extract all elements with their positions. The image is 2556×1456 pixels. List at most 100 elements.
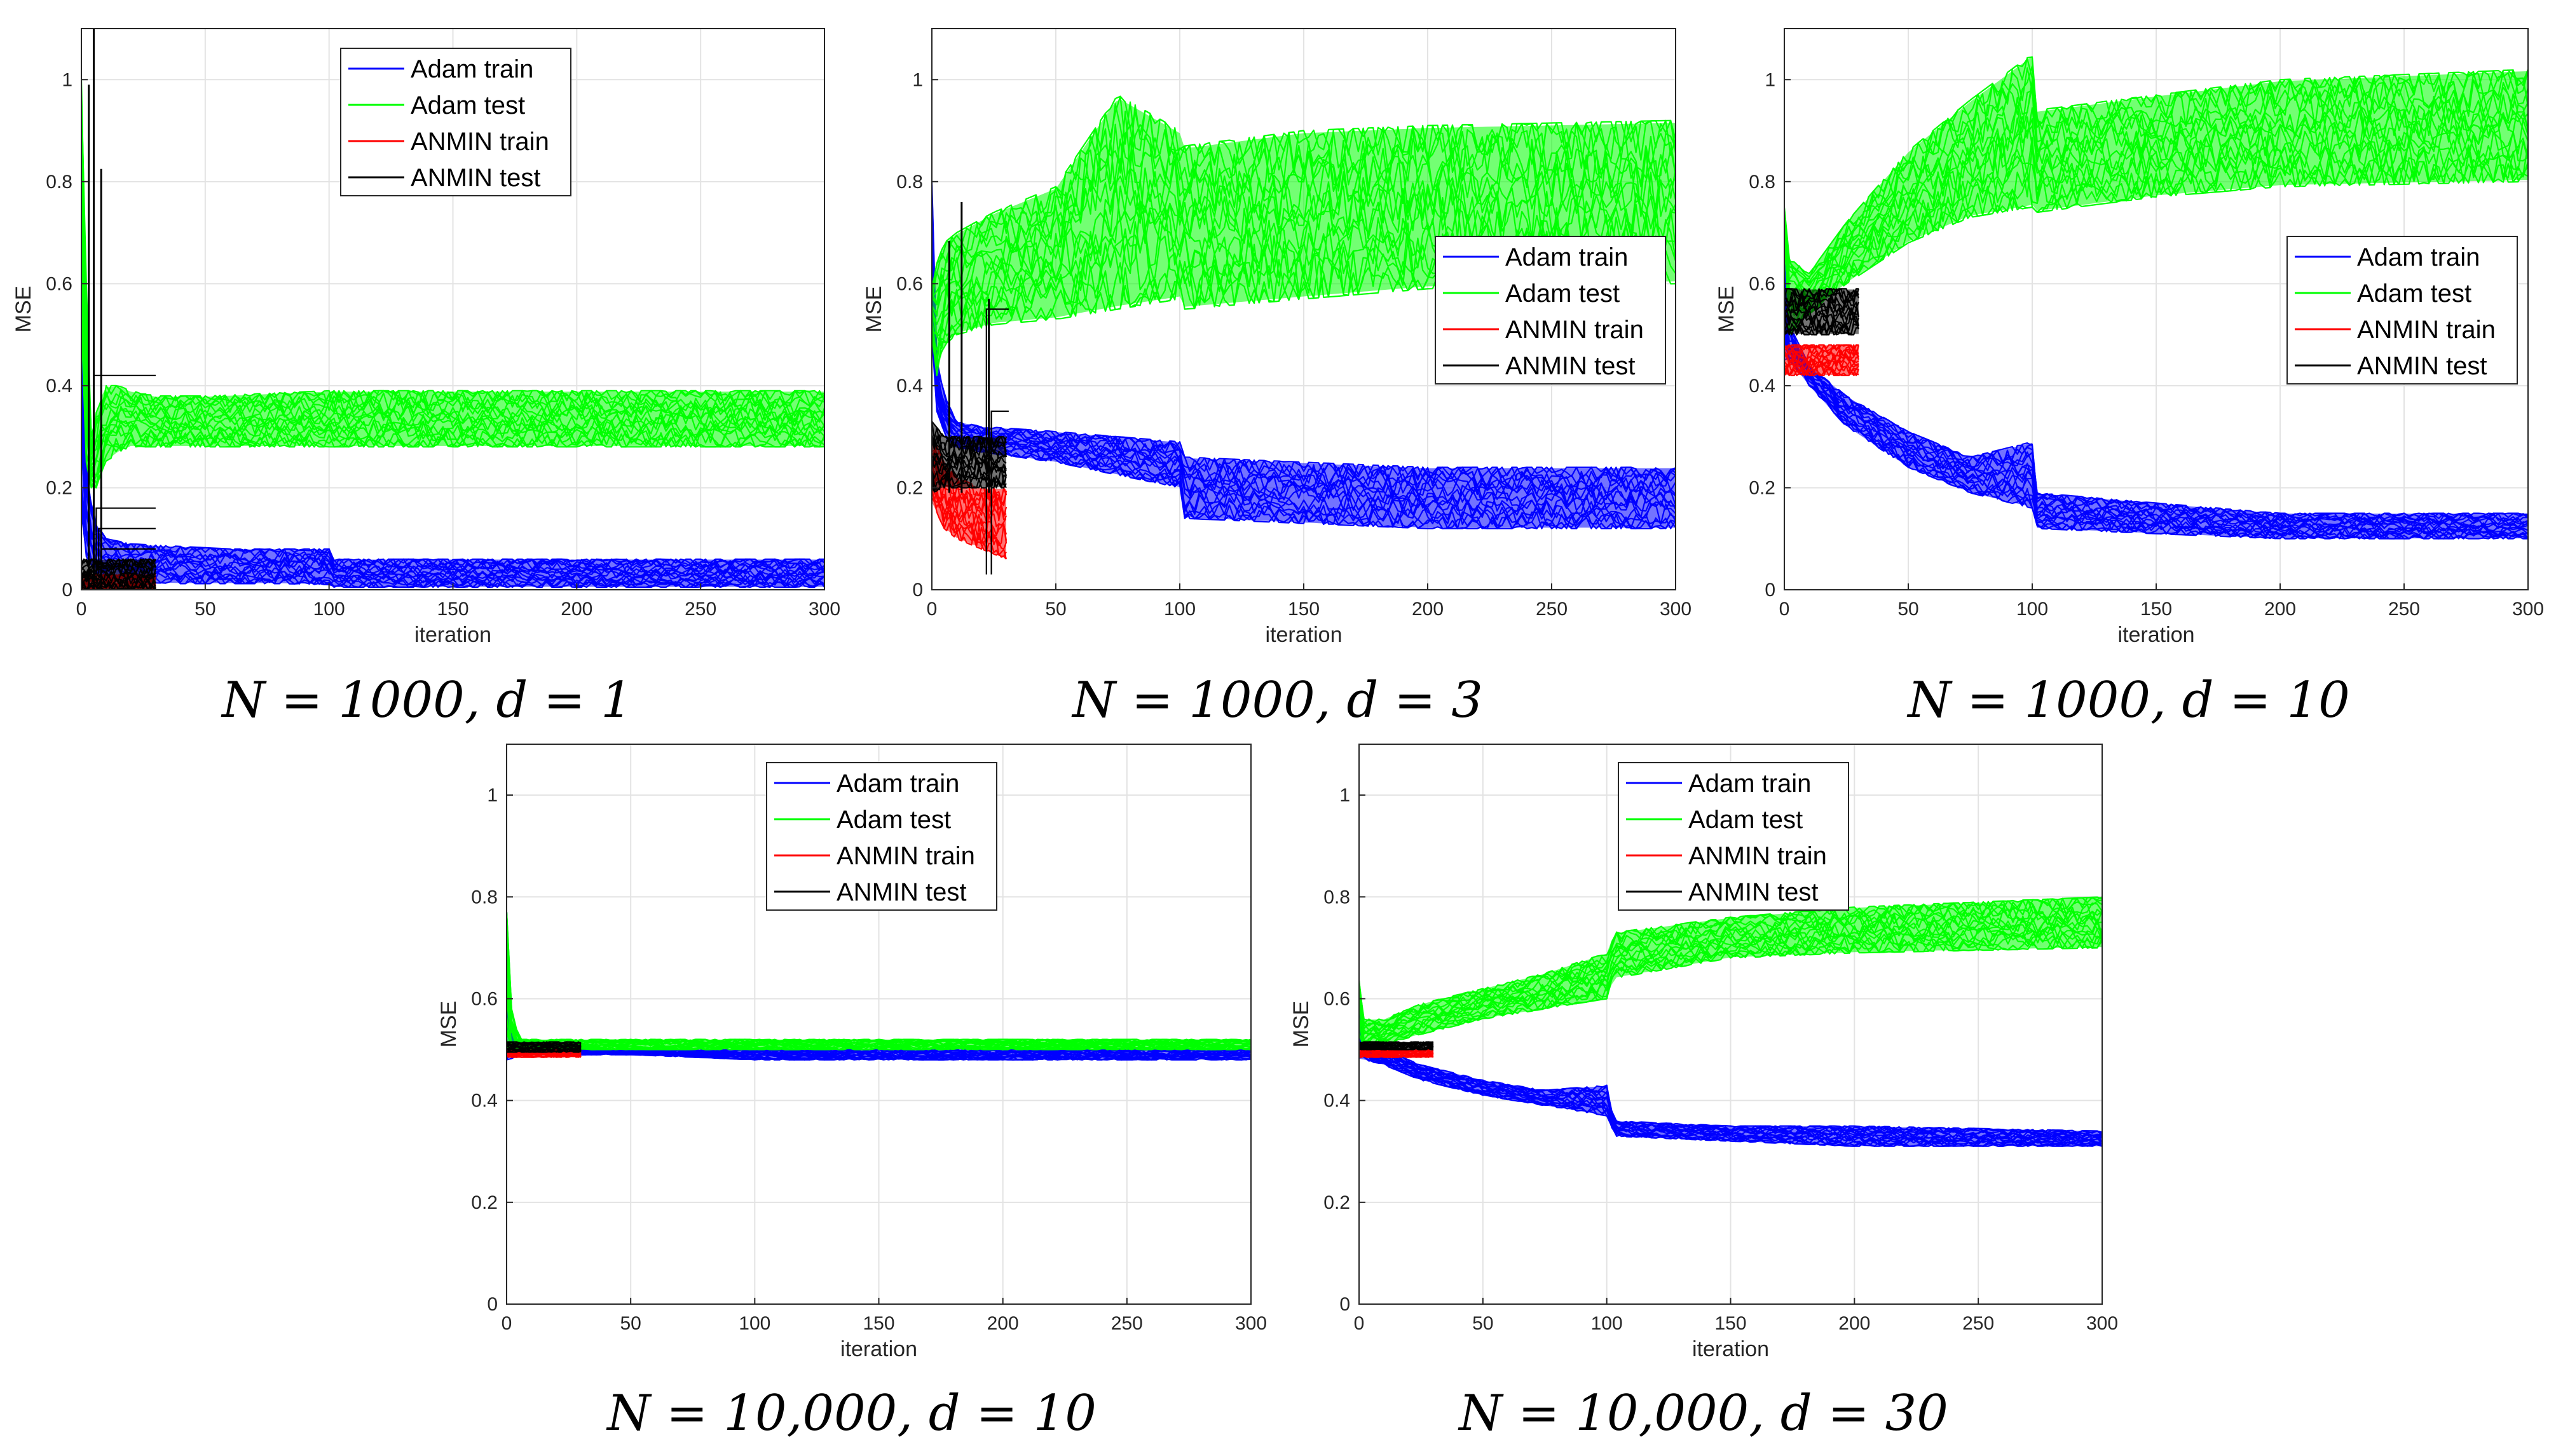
run-line (1784, 357, 2528, 540)
x-tick-label: 150 (2140, 599, 2172, 620)
y-tick-label: 1 (487, 785, 498, 806)
x-tick-label: 200 (1412, 599, 1444, 620)
series-band (1784, 235, 2528, 539)
series-band (81, 83, 824, 487)
x-tick-label: 250 (2388, 599, 2420, 620)
legend-box (340, 48, 571, 196)
legend-box (766, 762, 997, 911)
legend-entry: Adam test (1505, 280, 1620, 308)
y-tick-label: 0.8 (471, 887, 498, 908)
legend-box (2286, 236, 2518, 384)
anmin-stray-line (100, 548, 156, 575)
x-tick-label: 100 (1164, 599, 1196, 620)
series-anmin-train (1784, 344, 1860, 377)
x-tick-label: 0 (927, 599, 938, 620)
legend-entry: Adam test (411, 92, 525, 119)
series-band (1359, 1042, 1433, 1050)
y-tick-label: 0.6 (46, 273, 72, 294)
run-line (1784, 344, 1859, 350)
series-adam-test (507, 912, 1251, 1054)
series-anmin-test (507, 1041, 582, 1053)
y-tick-label: 0.4 (896, 376, 923, 397)
legend-entry: ANMIN test (837, 878, 966, 906)
y-tick-label: 0.8 (896, 172, 923, 193)
x-tick-label: 300 (809, 599, 840, 620)
x-tick-label: 250 (685, 599, 716, 620)
x-axis-label: iteration (1692, 1337, 1769, 1361)
series-band (81, 559, 156, 590)
x-axis-label: iteration (2118, 623, 2195, 647)
anmin-stray-line (98, 527, 156, 575)
series-adam-train (1784, 233, 2528, 540)
y-tick-label: 0.8 (1749, 172, 1775, 193)
legend-entry: ANMIN train (1688, 842, 1827, 870)
series-band (1784, 289, 1859, 334)
series-adam-train (1359, 988, 2102, 1147)
panel-caption: N = 1000, d = 1 (221, 672, 632, 729)
y-tick-label: 0.2 (1323, 1192, 1350, 1213)
series-adam-test (1359, 896, 2102, 1051)
x-tick-label: 50 (195, 599, 215, 620)
legend-entry: Adam train (2357, 243, 2480, 271)
legend-entry: Adam train (1688, 770, 1811, 798)
y-tick-label: 0 (912, 580, 923, 601)
chart-panel-1: 0 50 100 150 200 250 300 0 0.2 0.4 0.6 0.8 1 iteratio… (11, 28, 840, 729)
series-band (932, 422, 1006, 492)
series-band (1359, 990, 2102, 1146)
x-tick-label: 50 (1045, 599, 1066, 620)
series-adam-train (932, 181, 1676, 529)
y-tick-label: 0.2 (1749, 477, 1775, 498)
x-tick-label: 250 (1536, 599, 1568, 620)
x-tick-label: 300 (2512, 599, 2544, 620)
x-tick-label: 0 (1354, 1313, 1365, 1334)
legend-entry: ANMIN train (837, 842, 975, 870)
y-tick-label: 0.2 (896, 477, 923, 498)
legend-box (1435, 236, 1666, 384)
run-line (1359, 993, 2102, 1134)
y-tick-label: 0.6 (896, 273, 923, 294)
series-anmin-train (1359, 1049, 1434, 1058)
legend-entry: ANMIN train (1505, 316, 1644, 344)
series-band (1359, 1049, 1433, 1058)
panel-caption: N = 10,000, d = 30 (1458, 1385, 1948, 1442)
x-axis-label: iteration (414, 623, 491, 647)
y-axis-label: MSE (437, 1001, 461, 1048)
y-tick-label: 0 (62, 580, 72, 601)
legend: Adam train Adam test ANMIN train ANMIN test (1435, 236, 1666, 384)
x-tick-label: 100 (2016, 599, 2048, 620)
y-axis-label: MSE (1714, 286, 1739, 333)
y-tick-label: 1 (912, 69, 923, 90)
x-tick-label: 50 (1897, 599, 1918, 620)
legend-entry: Adam test (1688, 806, 1803, 834)
x-tick-label: 50 (620, 1313, 641, 1334)
legend-entry: ANMIN train (411, 128, 549, 156)
legend: Adam train Adam test ANMIN train ANMIN test (2286, 236, 2518, 384)
y-tick-label: 0.4 (1749, 376, 1775, 397)
x-tick-label: 200 (2264, 599, 2296, 620)
y-tick-label: 0 (1765, 580, 1775, 601)
x-tick-label: 150 (1288, 599, 1320, 620)
legend: Adam train Adam test ANMIN train ANMIN test (340, 48, 571, 196)
y-tick-label: 0.8 (1323, 887, 1350, 908)
y-tick-label: 1 (1765, 69, 1775, 90)
x-tick-label: 200 (987, 1313, 1019, 1334)
legend-entry: Adam train (837, 770, 959, 798)
legend-box (1618, 762, 1849, 911)
y-tick-label: 0 (487, 1294, 498, 1315)
series-band (1359, 897, 2102, 1049)
x-tick-label: 0 (1779, 599, 1790, 620)
y-tick-label: 0.4 (471, 1091, 498, 1112)
legend-entry: Adam test (2357, 280, 2471, 308)
y-axis-label: MSE (11, 286, 36, 333)
series-group (1784, 56, 2528, 540)
legend: Adam train Adam test ANMIN train ANMIN test (766, 762, 997, 911)
x-tick-label: 50 (1472, 1313, 1493, 1334)
x-tick-label: 0 (502, 1313, 512, 1334)
series-anmin-test (1784, 288, 1860, 336)
series-group (81, 29, 824, 590)
y-axis-label: MSE (862, 286, 886, 333)
anmin-stray-line (985, 308, 1009, 575)
legend-entry: ANMIN test (411, 164, 540, 192)
x-tick-label: 150 (1714, 1313, 1746, 1334)
series-adam-test (81, 79, 824, 489)
